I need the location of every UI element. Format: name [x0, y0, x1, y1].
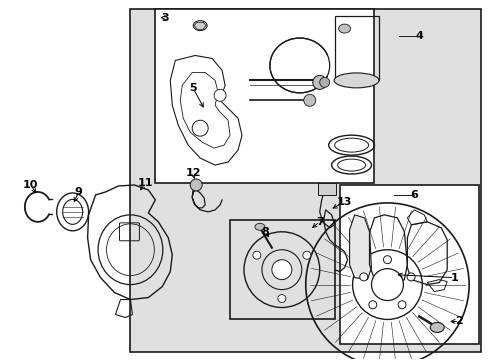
Text: 8: 8 — [261, 227, 268, 237]
Circle shape — [319, 77, 329, 87]
Ellipse shape — [429, 323, 443, 332]
Circle shape — [303, 94, 315, 106]
Text: 11: 11 — [137, 178, 153, 188]
Text: 10: 10 — [23, 180, 39, 190]
Circle shape — [252, 251, 260, 259]
Bar — [317, 183, 335, 195]
Ellipse shape — [333, 73, 378, 88]
Text: 7: 7 — [315, 217, 323, 227]
Text: 3: 3 — [161, 13, 169, 23]
Bar — [339, 185, 478, 345]
Bar — [130, 9, 480, 352]
Circle shape — [312, 75, 326, 89]
Circle shape — [383, 256, 390, 264]
Text: 2: 2 — [454, 316, 462, 327]
Text: 5: 5 — [189, 84, 197, 93]
Text: 4: 4 — [414, 31, 423, 41]
Ellipse shape — [254, 223, 264, 230]
Circle shape — [192, 120, 208, 136]
Circle shape — [359, 273, 367, 281]
Bar — [334, 15, 379, 80]
Circle shape — [407, 273, 414, 281]
Circle shape — [397, 301, 405, 309]
Bar — [155, 9, 374, 183]
Bar — [229, 220, 334, 319]
Text: 6: 6 — [409, 190, 417, 200]
Ellipse shape — [338, 24, 350, 33]
Circle shape — [277, 294, 285, 302]
Ellipse shape — [193, 21, 207, 31]
Circle shape — [190, 179, 202, 191]
Circle shape — [352, 250, 422, 319]
Polygon shape — [349, 215, 371, 280]
Circle shape — [271, 260, 291, 280]
Circle shape — [368, 301, 376, 309]
Text: 13: 13 — [336, 197, 351, 207]
Text: 9: 9 — [75, 187, 82, 197]
Circle shape — [371, 269, 403, 301]
Text: 1: 1 — [449, 273, 457, 283]
Circle shape — [214, 89, 225, 101]
Circle shape — [302, 251, 310, 259]
Text: 12: 12 — [185, 168, 201, 178]
